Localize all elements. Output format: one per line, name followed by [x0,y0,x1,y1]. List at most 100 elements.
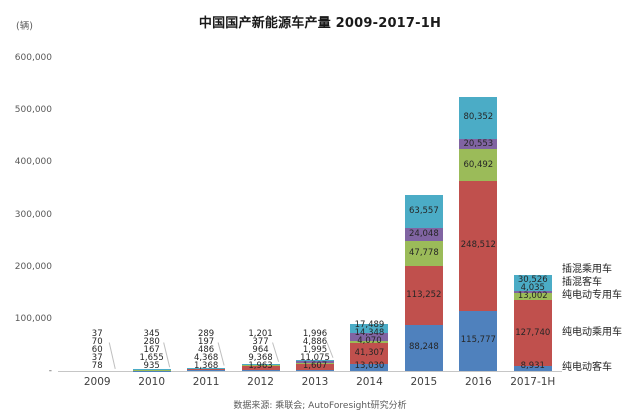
x-axis-label: 2016 [464,376,492,388]
bar-segment [296,363,334,365]
data-label: 14,348 [354,328,385,339]
leader-line [326,342,334,358]
x-axis-label: 2010 [138,376,166,388]
data-label: 13,030 [354,361,385,371]
data-label: 8,931 [520,361,545,371]
y-axis-tick-label: - [48,366,52,376]
data-label: 4,070 [357,336,382,347]
x-axis-label: 2012 [247,376,274,388]
bar-segment [459,310,498,371]
y-axis-tick-label: 400,000 [14,157,52,168]
bar-segment [513,290,552,293]
y-axis-tick-label: 500,000 [14,105,52,116]
series-legend-label: 插混客车 [562,277,602,289]
data-label: 486 [197,345,215,355]
bar-segment [187,368,226,371]
x-axis-label: 2017-1H [510,376,556,388]
data-label: 1,607 [302,361,328,371]
bar-segment [350,342,389,365]
bar-segment [513,366,552,371]
bar-segment [404,265,443,325]
y-axis-tick-label: 200,000 [14,261,52,272]
y-axis-tick-label: 100,000 [14,313,52,324]
data-label: 60,492 [463,159,494,170]
data-label: 1,655 [139,353,164,363]
data-label: 4,368 [193,353,219,363]
data-label: 9,368 [248,353,273,363]
data-label: 280 [143,337,160,347]
bar-segment [132,369,171,371]
data-label: 1,201 [248,329,273,339]
data-label: 289 [197,329,215,339]
bar-segment [350,340,389,343]
leader-line [108,342,116,369]
bar-segment [296,364,334,371]
series-legend-label: 纯电动客车 [562,362,612,373]
data-label: 60 [91,345,103,355]
bar-segment [404,228,443,241]
data-label: 115,777 [460,335,496,346]
data-label: 377 [252,337,269,347]
data-label: 37 [91,353,103,363]
data-label: 4,886 [302,337,328,347]
x-axis-label: 2015 [410,376,438,388]
data-label: 80,352 [463,112,494,123]
bar-segment [241,365,280,370]
x-axis-line [58,371,562,372]
data-label: 13,002 [517,290,548,301]
bar-segment [296,360,334,364]
x-axis-label: 2009 [83,376,111,388]
bar-segment [241,363,280,365]
data-label: 1,368 [193,361,219,371]
series-legend-label: 纯电动专用车 [562,290,622,302]
data-label: 1,963 [248,361,273,371]
data-label: 197 [197,337,215,347]
data-label: 1,996 [302,329,328,339]
bar-segment [296,370,334,371]
data-label: 4,035 [520,282,545,293]
y-axis-unit-label: (辆) [16,21,33,32]
data-label: 1,995 [302,345,328,355]
data-label: 964 [252,345,269,355]
data-label: 30,526 [517,274,548,285]
series-legend-label: 插混乘用车 [562,264,612,276]
x-axis-label: 2014 [356,376,383,388]
data-label: 17,489 [354,320,385,331]
bar-segment [459,149,498,181]
leader-line [217,342,225,366]
data-source-note: 数据来源: 乘联会; AutoForesight研究分析 [233,401,407,411]
data-label: 127,740 [515,327,551,338]
bar-segment [404,240,443,266]
data-label: 78 [91,361,103,371]
data-label: 47,778 [409,247,439,258]
series-legend-label: 纯电动乘用车 [562,327,622,339]
bar-segment [459,138,498,150]
data-label: 11,075 [300,353,330,363]
data-label: 345 [143,329,160,339]
bar-segment [350,323,389,334]
bar-segment [513,292,552,300]
data-label: 24,048 [409,229,439,240]
data-label: 20,553 [463,138,494,149]
bar-segment [241,364,280,366]
y-axis-tick-label: 300,000 [14,209,52,220]
bar-segment [404,195,443,229]
leader-line [163,342,171,368]
bar-segment [404,324,443,371]
bar-segment [513,299,552,367]
data-label: 63,557 [409,206,439,217]
bar-segment [513,274,552,291]
bar-segment [459,96,498,139]
bar-segment [350,364,389,371]
y-axis-tick-label: 600,000 [14,53,52,63]
bar-segment [241,369,280,371]
data-label: 70 [91,337,103,347]
data-label: 167 [143,345,160,355]
bar-segment [459,180,498,311]
bar-segment [187,370,226,371]
data-label: 37 [91,329,103,339]
data-label: 88,248 [409,342,439,353]
leader-line [272,342,280,362]
